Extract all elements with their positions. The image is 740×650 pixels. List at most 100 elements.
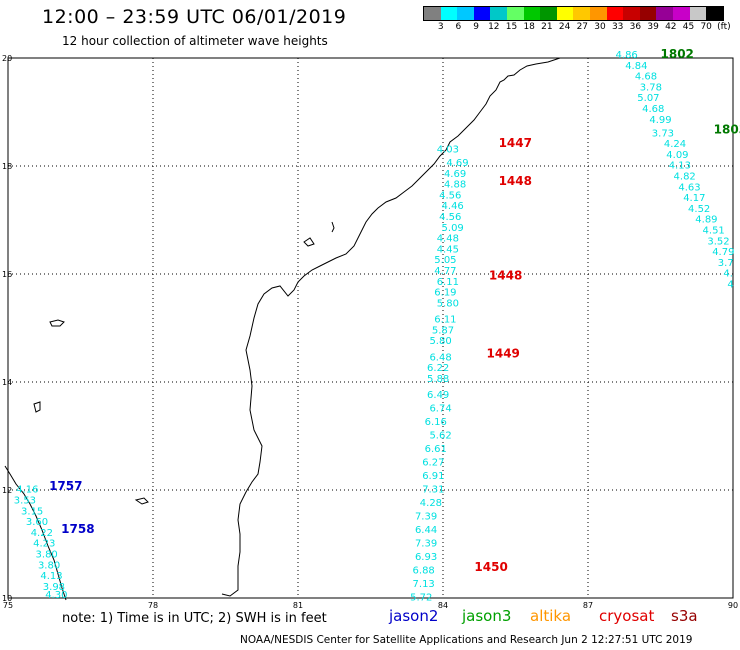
color-scale-tick: 24 (558, 22, 571, 32)
wave-height-value: 7.39 (415, 512, 437, 523)
wave-height-value: 4 (727, 280, 733, 291)
footer-credit: NOAA/NESDIS Center for Satellite Applica… (240, 634, 693, 646)
wave-height-value: 6.61 (425, 444, 447, 455)
pass-time-label: 1803 (714, 123, 740, 137)
color-scale-tick: 70 (700, 22, 712, 32)
color-swatch (672, 7, 690, 20)
wave-height-value: 3.15 (21, 506, 43, 517)
color-swatch (490, 7, 507, 20)
lon-tick-label: 90 (728, 601, 738, 610)
color-scale-tick: (ft) (717, 22, 731, 32)
island-small-1 (49, 319, 65, 327)
wave-height-value: 4.56 (439, 190, 461, 201)
map-grid (7, 57, 734, 599)
color-scale-tick: 15 (505, 22, 518, 32)
wave-height-value: 4.68 (642, 104, 664, 115)
lat-tick-label: 12 (2, 486, 12, 495)
pass-time-label: 1448 (499, 174, 532, 188)
color-scale-ticks: 3 6 9 12 15 18 21 24 27 30 33 36 39 42 45 70 (ft) (423, 22, 740, 34)
wave-height-value: 4.77 (434, 266, 456, 277)
island-small-4 (331, 221, 335, 233)
wave-height-value: 6.88 (413, 566, 435, 577)
wave-height-value: 6.91 (422, 471, 444, 482)
wave-height-value: 6.44 (415, 525, 437, 536)
color-swatch (589, 7, 607, 20)
map-frame (7, 57, 734, 599)
wave-height-value: 3.78 (640, 82, 662, 93)
wave-height-value: 4.63 (678, 182, 700, 193)
satellite-label-jason3: jason3 (462, 607, 512, 625)
lon-tick-label: 75 (3, 601, 13, 610)
wave-height-value: 5.62 (429, 431, 451, 442)
wave-height-value: 4.84 (625, 61, 647, 72)
color-scale-tick: 42 (665, 22, 677, 32)
altimeter-tracks: 4.034.694.694.884.564.464.565.094.484.45… (14, 47, 740, 604)
wave-height-value: 3.60 (26, 517, 48, 528)
pass-time-label: 1448 (489, 268, 522, 282)
satellite-label-s3a: s3a (671, 607, 698, 625)
color-swatch (606, 7, 624, 20)
color-scale-tick: 27 (576, 22, 589, 32)
pass-time-label: 1802 (661, 47, 694, 61)
coastline-india-east (221, 57, 561, 597)
map-title: 12:00 – 23:59 UTC 06/01/2019 (42, 6, 347, 28)
color-scale-tick: 3 (437, 22, 444, 32)
lat-tick-label: 20 (2, 54, 12, 63)
wave-height-value: 4.46 (442, 201, 464, 212)
wave-height-value: 4.23 (33, 539, 55, 550)
wave-height-value: 4.99 (649, 115, 671, 126)
satellite-label-jason2: jason2 (389, 607, 439, 625)
color-swatch (440, 7, 458, 20)
wave-height-value: 4.45 (437, 244, 459, 255)
wave-height-value: 6.16 (425, 417, 447, 428)
satellite-label-cryosat: cryosat (599, 607, 655, 625)
island-small-5 (33, 401, 41, 413)
lat-tick-label: 18 (2, 162, 12, 171)
wave-height-value: 3.98 (43, 582, 65, 593)
wave-height-value: 6.48 (429, 352, 451, 363)
wave-height-value: 3.53 (14, 496, 36, 507)
wave-height-value: 5.87 (432, 325, 454, 336)
wave-height-value: 5.07 (637, 93, 659, 104)
lat-tick-label: 16 (2, 270, 12, 279)
wave-height-value: 7.31 (422, 485, 444, 496)
wave-height-value: 6.22 (427, 363, 449, 374)
wave-height-value: 5.80 (437, 298, 459, 309)
lon-tick-label: 87 (583, 601, 593, 610)
color-swatch (540, 7, 557, 20)
color-swatch (639, 7, 657, 20)
wave-height-value: 6.93 (415, 552, 437, 563)
wave-height-value: 4.86 (616, 50, 638, 61)
pass-time-label: 1450 (474, 560, 507, 574)
color-swatch (473, 7, 491, 20)
wave-height-value: 4.09 (666, 150, 688, 161)
wave-height-value: 4. (723, 269, 733, 280)
wave-height-value: 5.80 (429, 336, 451, 347)
wave-height-value: 4.16 (16, 485, 38, 496)
wave-height-value: 4.56 (439, 212, 461, 223)
wave-height-value: 6.19 (434, 288, 456, 299)
wave-height-value: 6.49 (427, 390, 449, 401)
wave-height-value: 5.72 (410, 593, 432, 604)
color-scale-tick: 33 (611, 22, 624, 32)
lat-tick-label: 14 (2, 378, 12, 387)
wave-height-value: 4.03 (437, 145, 459, 156)
wave-height-value: 7.39 (415, 539, 437, 550)
wave-height-value: 6.11 (437, 277, 459, 288)
coastline-west (4, 465, 67, 601)
wave-height-value: 4.28 (420, 498, 442, 509)
color-swatch (424, 7, 441, 20)
wave-height-value: 4.89 (695, 215, 717, 226)
satellite-label-altika: altika (530, 607, 572, 625)
island-small-2 (134, 497, 149, 505)
wave-height-value: 5.05 (434, 255, 456, 266)
wave-height-value: 7.13 (413, 579, 435, 590)
color-scale-tick: 6 (455, 22, 462, 32)
wave-height-value: 3.80 (38, 560, 60, 571)
lon-tick-label: 81 (293, 601, 303, 610)
wave-height-value: 4.30 (45, 590, 67, 601)
color-swatch (573, 7, 590, 20)
color-scale-bar (423, 6, 724, 21)
